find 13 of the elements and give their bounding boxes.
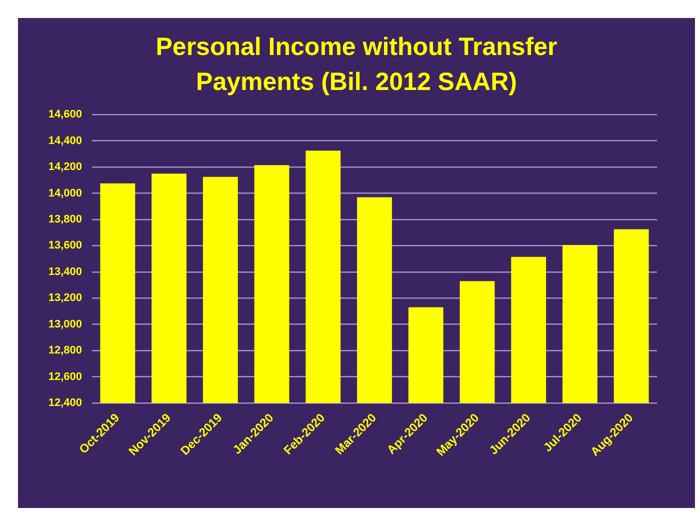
y-tick-label: 14,400	[48, 134, 82, 147]
y-tick-label: 13,200	[48, 292, 82, 304]
y-tick-label: 13,600	[48, 240, 82, 252]
y-tick-label: 14,600	[48, 108, 82, 121]
y-tick-label: 13,800	[48, 214, 82, 226]
y-tick-label: 13,400	[48, 266, 82, 278]
y-tick-label: 12,400	[48, 397, 82, 410]
y-tick-label: 14,200	[48, 161, 82, 174]
y-tick-label: 13,000	[48, 318, 82, 330]
y-tick-label: 14,000	[48, 187, 82, 200]
y-tick-label: 12,600	[48, 370, 82, 383]
chart-title: Personal Income without Transfer Payments (Bil. 2012 SAAR)	[154, 32, 558, 98]
y-tick-label: 12,800	[48, 344, 82, 357]
